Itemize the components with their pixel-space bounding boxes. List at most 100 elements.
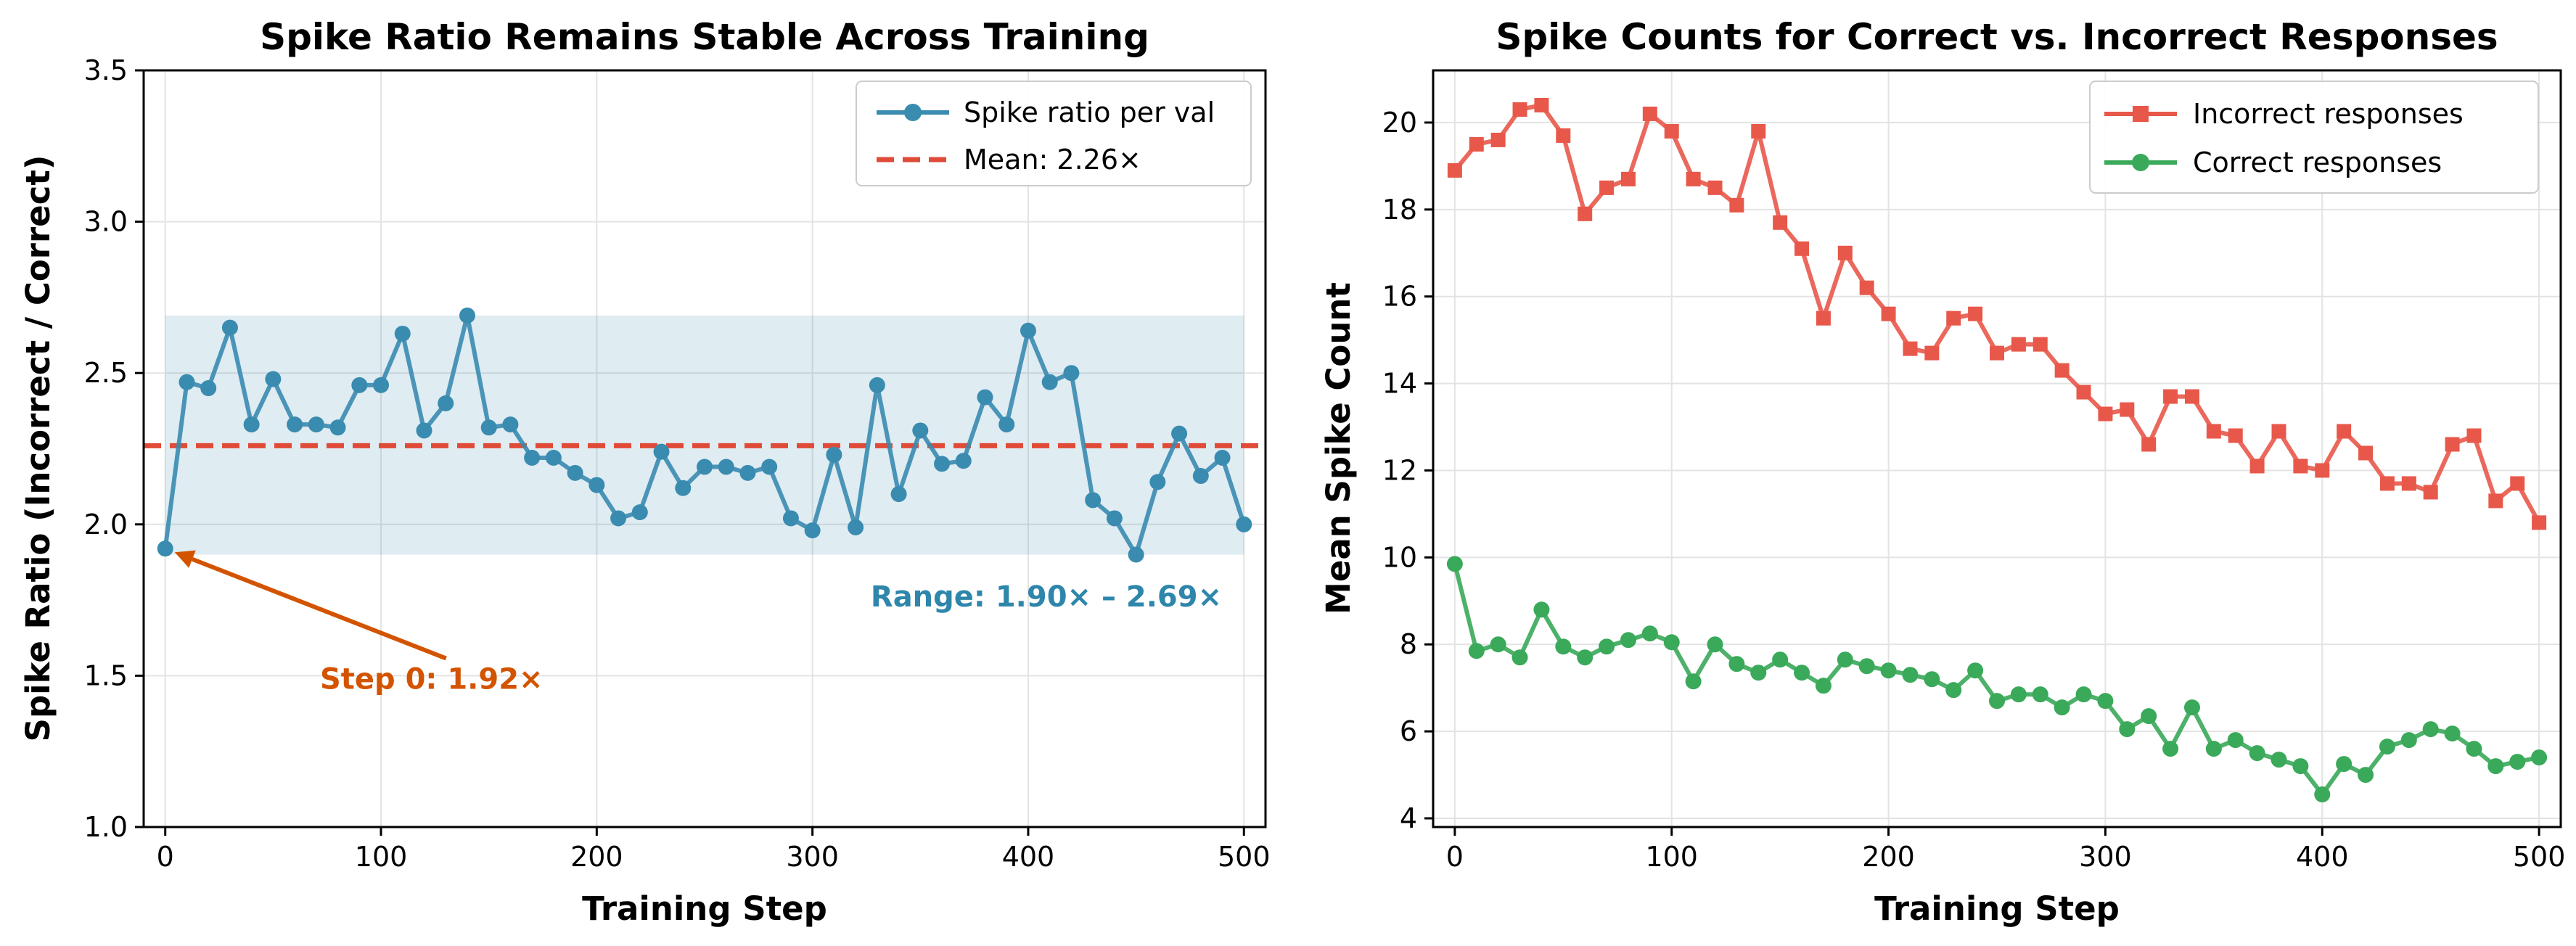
data-point (287, 416, 303, 433)
y-axis-label: Mean Spike Count (1319, 282, 1358, 614)
data-point (2228, 428, 2243, 443)
y-tick-label: 1.5 (84, 659, 128, 691)
data-point (912, 422, 929, 439)
legend-label-ratio: Spike ratio per val (964, 96, 1215, 128)
data-point (1773, 215, 1788, 230)
data-point (524, 450, 541, 466)
y-tick-label: 3.0 (84, 206, 128, 238)
data-point (2206, 424, 2221, 439)
data-point (2358, 445, 2374, 461)
data-point (2315, 463, 2330, 478)
data-point (2183, 699, 2200, 716)
data-point (157, 540, 173, 557)
data-point (1556, 128, 1571, 143)
y-tick-label: 18 (1382, 194, 1417, 226)
data-point (1880, 662, 1897, 679)
data-point (631, 504, 648, 521)
data-point (308, 416, 324, 433)
data-point (1578, 206, 1593, 221)
data-point (2075, 686, 2092, 703)
data-point (265, 371, 282, 387)
chart-title: Spike Ratio Remains Stable Across Traini… (260, 16, 1149, 58)
data-point (1128, 546, 1144, 563)
data-point (761, 458, 778, 475)
data-point (2400, 732, 2417, 749)
data-point (1468, 643, 1485, 659)
y-tick-label: 3.5 (84, 54, 128, 86)
data-point (1837, 245, 1853, 260)
data-point (1859, 280, 1874, 295)
y-axis-label: Spike Ratio (Incorrect / Correct) (19, 155, 57, 742)
step0-arrow (191, 556, 447, 661)
data-point (2097, 693, 2114, 710)
data-point (394, 325, 411, 342)
data-point (1512, 102, 1527, 117)
data-point (2076, 384, 2091, 400)
data-point (2423, 485, 2438, 500)
grid (1433, 70, 2561, 827)
range-annotation: Range: 1.90× – 2.69× (871, 580, 1222, 614)
data-point (2487, 758, 2504, 775)
data-point (2532, 515, 2547, 530)
data-point (2054, 363, 2070, 378)
data-point (1946, 310, 1961, 326)
data-point (416, 422, 432, 439)
data-point (1663, 634, 1680, 651)
data-point (2337, 424, 2352, 439)
data-point (955, 453, 972, 469)
data-point (2314, 786, 2331, 803)
data-point (2249, 745, 2265, 762)
data-point (1794, 241, 1810, 256)
x-axis-label: Training Step (582, 889, 827, 928)
data-point (1990, 345, 2004, 361)
data-point (1533, 601, 1550, 618)
y-ticks: 1.0 1.5 2.0 2.5 3.0 3.5 (84, 54, 144, 843)
data-point (2466, 741, 2482, 757)
data-point (2162, 741, 2179, 757)
legend-label-correct: Correct responses (2193, 147, 2442, 178)
data-point (1837, 651, 1853, 668)
data-point (588, 477, 605, 493)
data-point (2098, 406, 2113, 421)
data-point (438, 395, 454, 411)
x-tick-label: 0 (157, 841, 174, 873)
series-points-spike-ratio (157, 307, 1252, 563)
data-point (200, 380, 217, 397)
data-point (1945, 682, 1962, 699)
data-point (2033, 337, 2048, 352)
data-point (1686, 171, 1701, 186)
data-point (1447, 163, 1462, 178)
data-point (2488, 493, 2503, 509)
data-point (1534, 97, 1549, 112)
data-point (1729, 197, 1744, 213)
range-band (165, 315, 1244, 555)
data-point (1685, 673, 1702, 690)
data-point (2531, 749, 2548, 766)
data-point (1106, 510, 1123, 527)
data-point (2120, 402, 2135, 417)
data-point (2401, 476, 2416, 491)
data-point (221, 319, 238, 336)
x-tick-label: 300 (786, 841, 839, 873)
data-point (1881, 306, 1896, 321)
data-point (1924, 671, 1940, 688)
x-ticks: 0 100 200 300 400 500 (1446, 827, 2565, 873)
x-tick-label: 200 (1862, 841, 1915, 873)
data-point (675, 480, 692, 496)
data-point (2336, 756, 2353, 773)
data-point (718, 458, 734, 475)
data-point (804, 522, 821, 539)
y-tick-label: 16 (1382, 281, 1417, 313)
data-point (869, 377, 885, 393)
data-point (545, 450, 562, 466)
data-point (739, 464, 756, 481)
y-tick-label: 2.0 (84, 509, 128, 540)
data-point (1063, 365, 1080, 382)
data-point (2010, 686, 2027, 703)
data-point (1772, 651, 1789, 668)
x-axis-label: Training Step (1874, 889, 2120, 928)
data-point (1599, 180, 1615, 195)
data-point (2466, 428, 2482, 443)
data-point (782, 510, 799, 527)
